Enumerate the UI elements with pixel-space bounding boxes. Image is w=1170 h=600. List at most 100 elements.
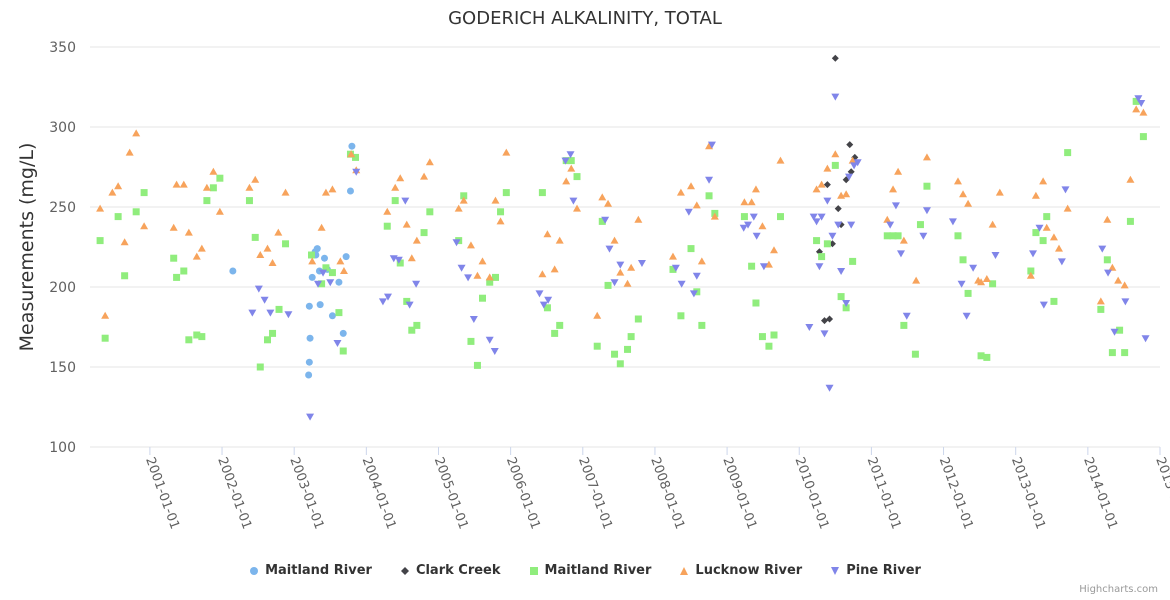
data-point xyxy=(916,221,924,229)
gridlines xyxy=(90,46,1160,448)
data-point xyxy=(203,197,211,205)
data-point xyxy=(486,278,494,286)
data-point xyxy=(383,293,392,301)
data-point xyxy=(747,198,756,206)
legend-item-maitland-river-circle[interactable]: Maitland River xyxy=(249,563,372,578)
data-point xyxy=(317,223,326,231)
data-point xyxy=(538,270,547,278)
data-point xyxy=(459,196,468,204)
data-point xyxy=(962,312,971,320)
data-point xyxy=(316,301,324,309)
data-point xyxy=(401,197,410,205)
legend-item-lucknow-river[interactable]: Lucknow River xyxy=(679,563,802,578)
data-point xyxy=(457,264,466,272)
data-point xyxy=(758,333,766,341)
diamond-marker-icon xyxy=(400,566,409,575)
data-point xyxy=(305,371,313,379)
data-point xyxy=(412,236,421,244)
x-tick-label: 2004-01-01 xyxy=(359,455,399,531)
data-point xyxy=(321,188,330,196)
data-point xyxy=(739,224,748,232)
y-axis-title: Measurements (mg/L) xyxy=(16,143,38,352)
data-point xyxy=(202,183,211,191)
x-tick-label: 2002-01-01 xyxy=(214,455,254,531)
data-point xyxy=(469,316,478,323)
data-point xyxy=(823,181,831,189)
data-point xyxy=(812,185,821,193)
data-point xyxy=(308,257,317,265)
data-point xyxy=(336,257,345,265)
data-point xyxy=(894,232,902,240)
data-point xyxy=(383,207,392,215)
data-point xyxy=(959,190,968,198)
data-point xyxy=(964,199,973,207)
data-point xyxy=(883,232,891,240)
data-point xyxy=(610,279,619,287)
data-point xyxy=(473,271,482,279)
data-point xyxy=(605,245,614,253)
data-point xyxy=(1096,297,1105,305)
data-point xyxy=(502,148,511,156)
circle-marker-icon xyxy=(250,566,259,575)
square-marker-icon xyxy=(529,566,538,575)
data-point xyxy=(96,204,105,212)
legend-label: Pine River xyxy=(846,563,921,578)
x-tick-label: 2014-01-01 xyxy=(1080,455,1120,531)
series-maitland-river-circle xyxy=(229,142,356,379)
data-point xyxy=(1132,105,1141,113)
data-point xyxy=(831,161,839,169)
legend-item-maitland-river-square[interactable]: Maitland River xyxy=(529,563,651,578)
data-point xyxy=(573,204,582,212)
data-point xyxy=(886,221,895,229)
data-point xyxy=(751,185,760,193)
data-point xyxy=(263,336,271,344)
data-point xyxy=(1043,213,1051,221)
data-point xyxy=(769,246,778,254)
data-point xyxy=(256,363,264,371)
data-point xyxy=(988,220,997,228)
legend-item-pine-river[interactable]: Pine River xyxy=(830,563,921,578)
data-point xyxy=(479,294,487,302)
data-point xyxy=(216,174,224,182)
data-point xyxy=(326,279,335,287)
data-point xyxy=(396,174,405,182)
data-point xyxy=(705,142,714,150)
data-point xyxy=(1134,95,1143,103)
data-point xyxy=(776,213,784,221)
data-point xyxy=(1054,244,1063,252)
data-point xyxy=(1097,305,1105,313)
data-point xyxy=(198,333,206,341)
data-point xyxy=(919,232,928,240)
data-point xyxy=(812,218,821,226)
data-point xyxy=(346,187,354,195)
data-point xyxy=(275,305,283,313)
data-point xyxy=(268,259,277,266)
data-point xyxy=(215,207,224,215)
data-point xyxy=(114,213,122,221)
data-point xyxy=(604,281,612,289)
data-point xyxy=(676,188,685,196)
data-point xyxy=(132,208,140,216)
data-point xyxy=(339,329,347,337)
data-point xyxy=(1137,100,1146,107)
y-axis-ticks: 100 150 200 250 300 350 xyxy=(49,40,76,456)
data-point xyxy=(770,331,778,339)
data-point xyxy=(96,237,104,245)
data-point xyxy=(180,267,188,275)
credits-link[interactable]: Highcharts.com xyxy=(1079,584,1158,595)
legend-item-clark-creek[interactable]: Clark Creek xyxy=(400,563,501,578)
data-point xyxy=(598,193,607,201)
series-pine-river-triangle-down xyxy=(248,93,1150,421)
data-point xyxy=(902,312,911,320)
data-point xyxy=(1042,223,1051,231)
data-point xyxy=(1121,298,1130,306)
data-point xyxy=(452,239,461,247)
data-point xyxy=(169,223,178,231)
data-point xyxy=(263,244,272,252)
data-point xyxy=(593,311,602,319)
data-point xyxy=(305,302,313,310)
data-point xyxy=(911,350,919,358)
data-point xyxy=(705,192,713,200)
data-point xyxy=(953,177,962,185)
data-point xyxy=(348,142,356,150)
